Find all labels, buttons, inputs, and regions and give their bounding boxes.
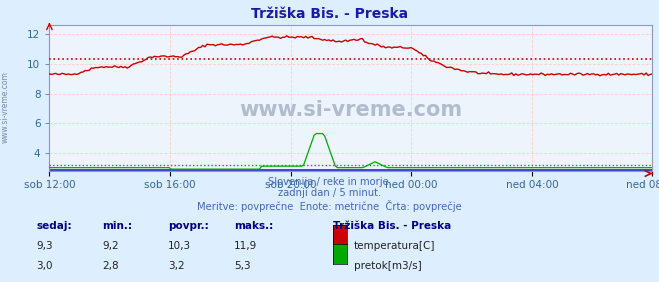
Text: povpr.:: povpr.: (168, 221, 209, 231)
Text: 3,2: 3,2 (168, 261, 185, 271)
Text: Meritve: povprečne  Enote: metrične  Črta: povprečje: Meritve: povprečne Enote: metrične Črta:… (197, 200, 462, 212)
Text: min.:: min.: (102, 221, 132, 231)
Text: zadnji dan / 5 minut.: zadnji dan / 5 minut. (278, 188, 381, 198)
Text: 3,0: 3,0 (36, 261, 53, 271)
Text: www.si-vreme.com: www.si-vreme.com (239, 100, 463, 120)
Text: Slovenija / reke in morje.: Slovenija / reke in morje. (268, 177, 391, 187)
Text: Tržiška Bis. - Preska: Tržiška Bis. - Preska (333, 221, 451, 231)
Text: sedaj:: sedaj: (36, 221, 72, 231)
Text: 9,2: 9,2 (102, 241, 119, 251)
Text: maks.:: maks.: (234, 221, 273, 231)
Text: 10,3: 10,3 (168, 241, 191, 251)
Text: 2,8: 2,8 (102, 261, 119, 271)
Text: www.si-vreme.com: www.si-vreme.com (1, 71, 10, 143)
Text: 11,9: 11,9 (234, 241, 257, 251)
Text: temperatura[C]: temperatura[C] (354, 241, 436, 251)
Text: 9,3: 9,3 (36, 241, 53, 251)
Text: pretok[m3/s]: pretok[m3/s] (354, 261, 422, 271)
Text: 5,3: 5,3 (234, 261, 250, 271)
Text: Tržiška Bis. - Preska: Tržiška Bis. - Preska (251, 7, 408, 21)
